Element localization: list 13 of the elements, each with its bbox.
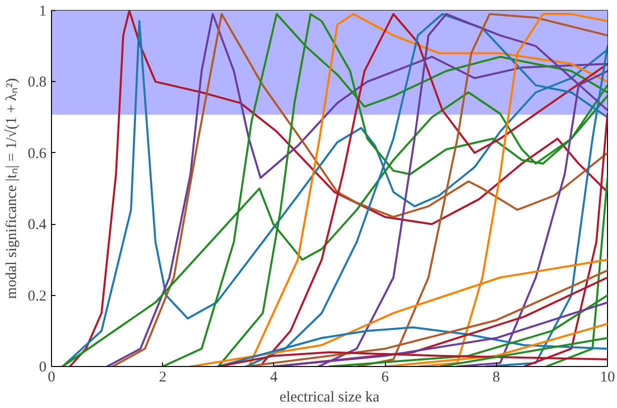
y-axis-title: modal significance |tₙ| = 1/√(1 + λₙ²) — [4, 78, 20, 299]
y-tick-label: 1 — [39, 4, 46, 20]
y-tick-label: 0 — [39, 360, 46, 376]
y-tick-label: 0.2 — [28, 288, 46, 304]
x-tick-label: 6 — [381, 370, 390, 386]
y-tick-label: 0.8 — [28, 74, 46, 91]
x-tick-label: 10 — [600, 370, 615, 386]
x-tick-label: 2 — [158, 370, 166, 386]
y-tick-label: 0.6 — [28, 146, 47, 162]
x-axis-title: electrical size ka — [280, 390, 380, 406]
x-tick-label: 4 — [270, 370, 278, 386]
x-tick-label: 8 — [492, 370, 500, 386]
y-tick-label: 0.4 — [28, 217, 47, 234]
